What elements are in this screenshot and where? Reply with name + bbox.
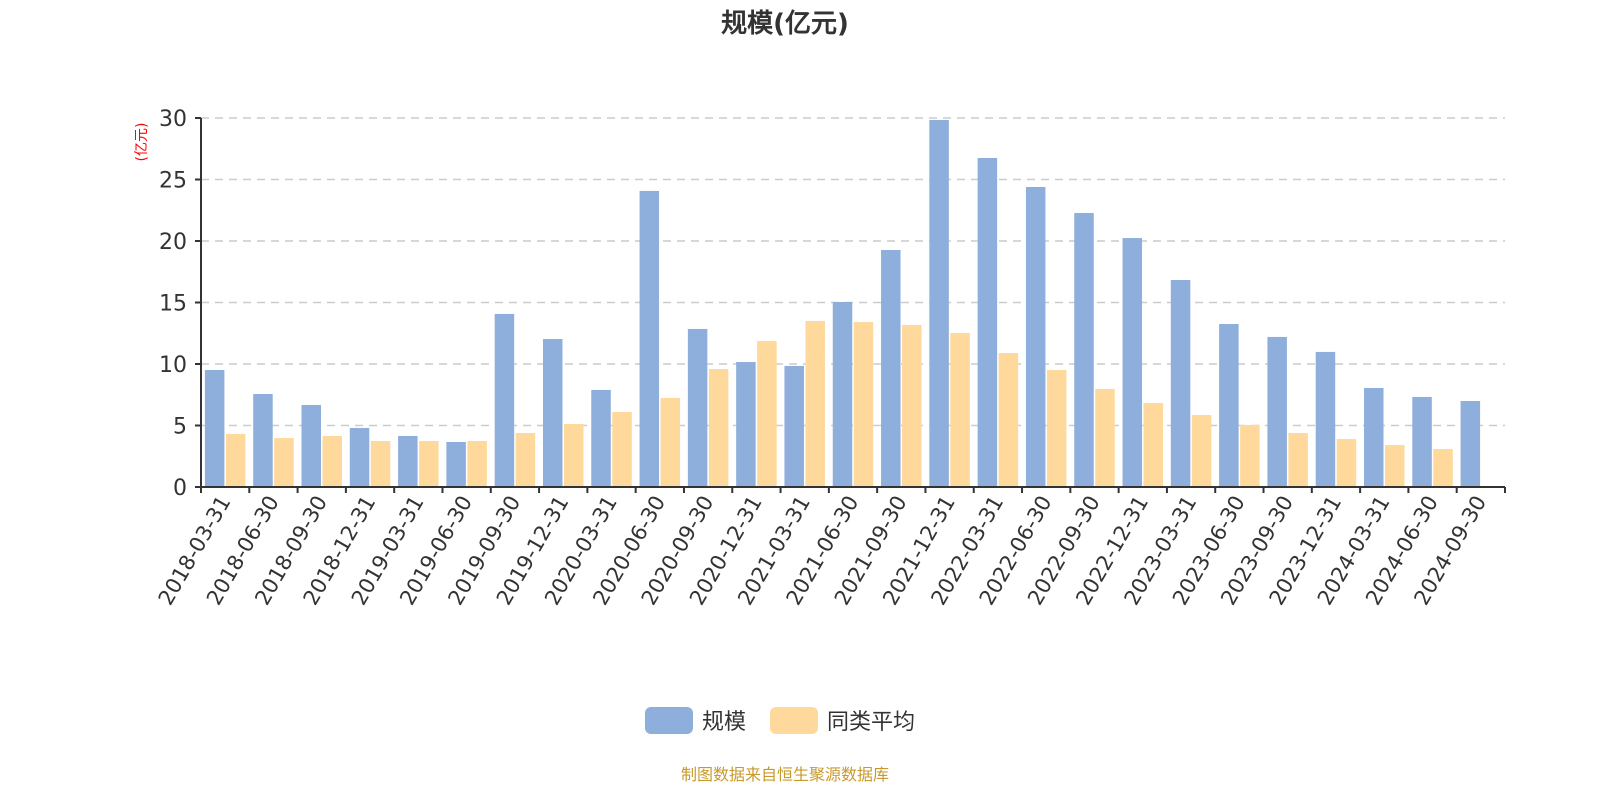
legend-label: 规模 — [702, 710, 746, 735]
bar-scale — [784, 365, 804, 487]
bar-scale — [542, 339, 563, 487]
y-tick-label: 0 — [173, 476, 187, 501]
bar-peer-average — [1191, 415, 1212, 487]
bar-peer-average — [902, 325, 922, 487]
bar-scale — [204, 370, 225, 487]
bar-peer-average — [708, 369, 729, 487]
bar-peer-average — [515, 433, 536, 487]
bar-peer-average — [757, 340, 777, 487]
bar-peer-average — [950, 333, 970, 487]
bar-peer-average — [1240, 425, 1260, 487]
bar-scale — [929, 119, 949, 487]
bar-peer-average — [419, 440, 439, 487]
bar-peer-average — [660, 397, 681, 487]
chart-title: 规模(亿元) — [721, 9, 849, 39]
bar-peer-average — [467, 440, 487, 487]
bar-peer-average — [563, 424, 584, 487]
bar-scale — [253, 394, 273, 487]
bar-scale — [977, 157, 998, 487]
bar-scale — [1267, 336, 1287, 487]
bar-scale — [881, 249, 901, 487]
bar-peer-average — [1143, 402, 1164, 487]
bar-scale — [349, 427, 370, 487]
bar-scale — [832, 302, 853, 487]
bar-scale — [1460, 401, 1481, 487]
bar-peer-average — [998, 353, 1019, 487]
bar-scale — [1315, 351, 1336, 487]
bar-scale — [1170, 279, 1191, 487]
bar-peer-average — [274, 438, 294, 487]
y-tick-label: 15 — [159, 292, 187, 317]
bar-peer-average — [1095, 388, 1115, 487]
source-note: 制图数据来自恒生聚源数据库 — [681, 765, 889, 784]
legend-label: 同类平均 — [827, 710, 915, 735]
y-tick-label: 10 — [159, 353, 187, 378]
bar-peer-average — [612, 411, 632, 487]
bar-peer-average — [853, 322, 874, 487]
bar-peer-average — [225, 433, 246, 487]
bar-peer-average — [805, 320, 825, 487]
legend-swatch — [645, 707, 693, 734]
bar-peer-average — [1336, 439, 1357, 487]
y-axis-label: (亿元) — [134, 123, 150, 162]
bar-peer-average — [1433, 448, 1453, 487]
bar-scale — [301, 404, 321, 487]
legend-swatch — [770, 707, 818, 734]
bar-scale — [639, 190, 660, 487]
bar-scale — [1364, 387, 1384, 487]
bar-scale — [1412, 396, 1432, 487]
bar-scale — [1074, 212, 1094, 487]
bar-scale — [736, 362, 756, 487]
bar-peer-average — [1385, 445, 1405, 487]
y-tick-label: 30 — [159, 107, 187, 132]
bar-scale — [1122, 238, 1143, 487]
bar-scale — [446, 441, 466, 487]
bar-scale — [494, 313, 515, 487]
bar-scale — [591, 389, 611, 487]
bar-peer-average — [1046, 370, 1067, 487]
y-tick-label: 20 — [159, 230, 187, 255]
bar-scale — [1025, 187, 1046, 488]
bar-peer-average — [322, 435, 342, 487]
y-tick-label: 5 — [173, 415, 187, 440]
bar-peer-average — [370, 440, 391, 487]
bar-peer-average — [1288, 433, 1308, 487]
bar-scale — [398, 435, 418, 487]
bar-scale — [1219, 324, 1239, 487]
y-tick-label: 25 — [159, 169, 187, 194]
bar-scale — [687, 328, 708, 487]
